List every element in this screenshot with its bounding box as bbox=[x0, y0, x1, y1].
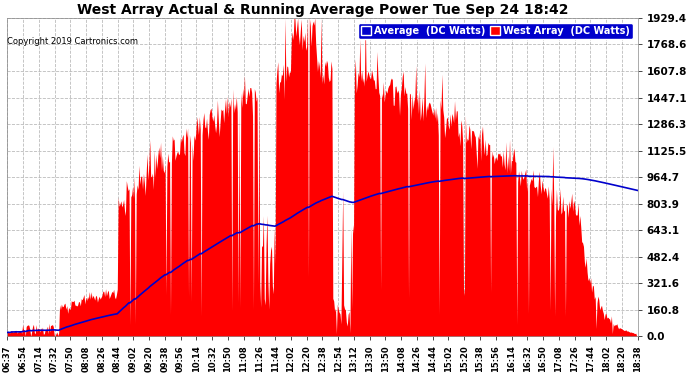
Legend: Average  (DC Watts), West Array  (DC Watts): Average (DC Watts), West Array (DC Watts… bbox=[359, 23, 633, 39]
Text: Copyright 2019 Cartronics.com: Copyright 2019 Cartronics.com bbox=[7, 38, 138, 46]
Title: West Array Actual & Running Average Power Tue Sep 24 18:42: West Array Actual & Running Average Powe… bbox=[77, 3, 568, 17]
